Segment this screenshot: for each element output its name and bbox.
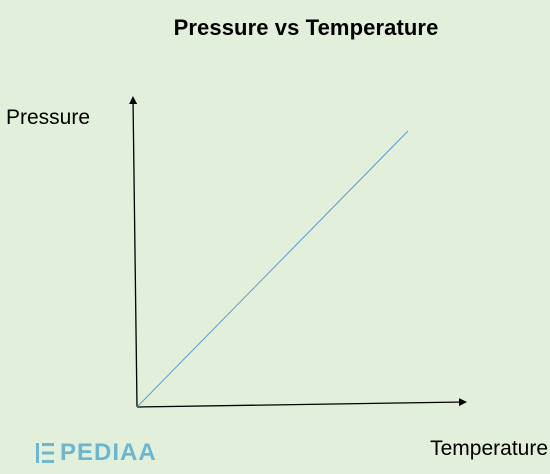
x-axis-label: Temperature bbox=[430, 437, 548, 460]
x-axis bbox=[136, 398, 467, 408]
y-axis-label: Pressure bbox=[6, 106, 91, 129]
pediaa-watermark: PEDIAA bbox=[36, 439, 157, 466]
chart-title: Pressure vs Temperature bbox=[173, 15, 439, 40]
pediaa-logo-icon bbox=[36, 443, 54, 463]
y-axis bbox=[129, 96, 138, 408]
series-line bbox=[136, 130, 409, 408]
watermark-text: PEDIAA bbox=[60, 439, 157, 466]
